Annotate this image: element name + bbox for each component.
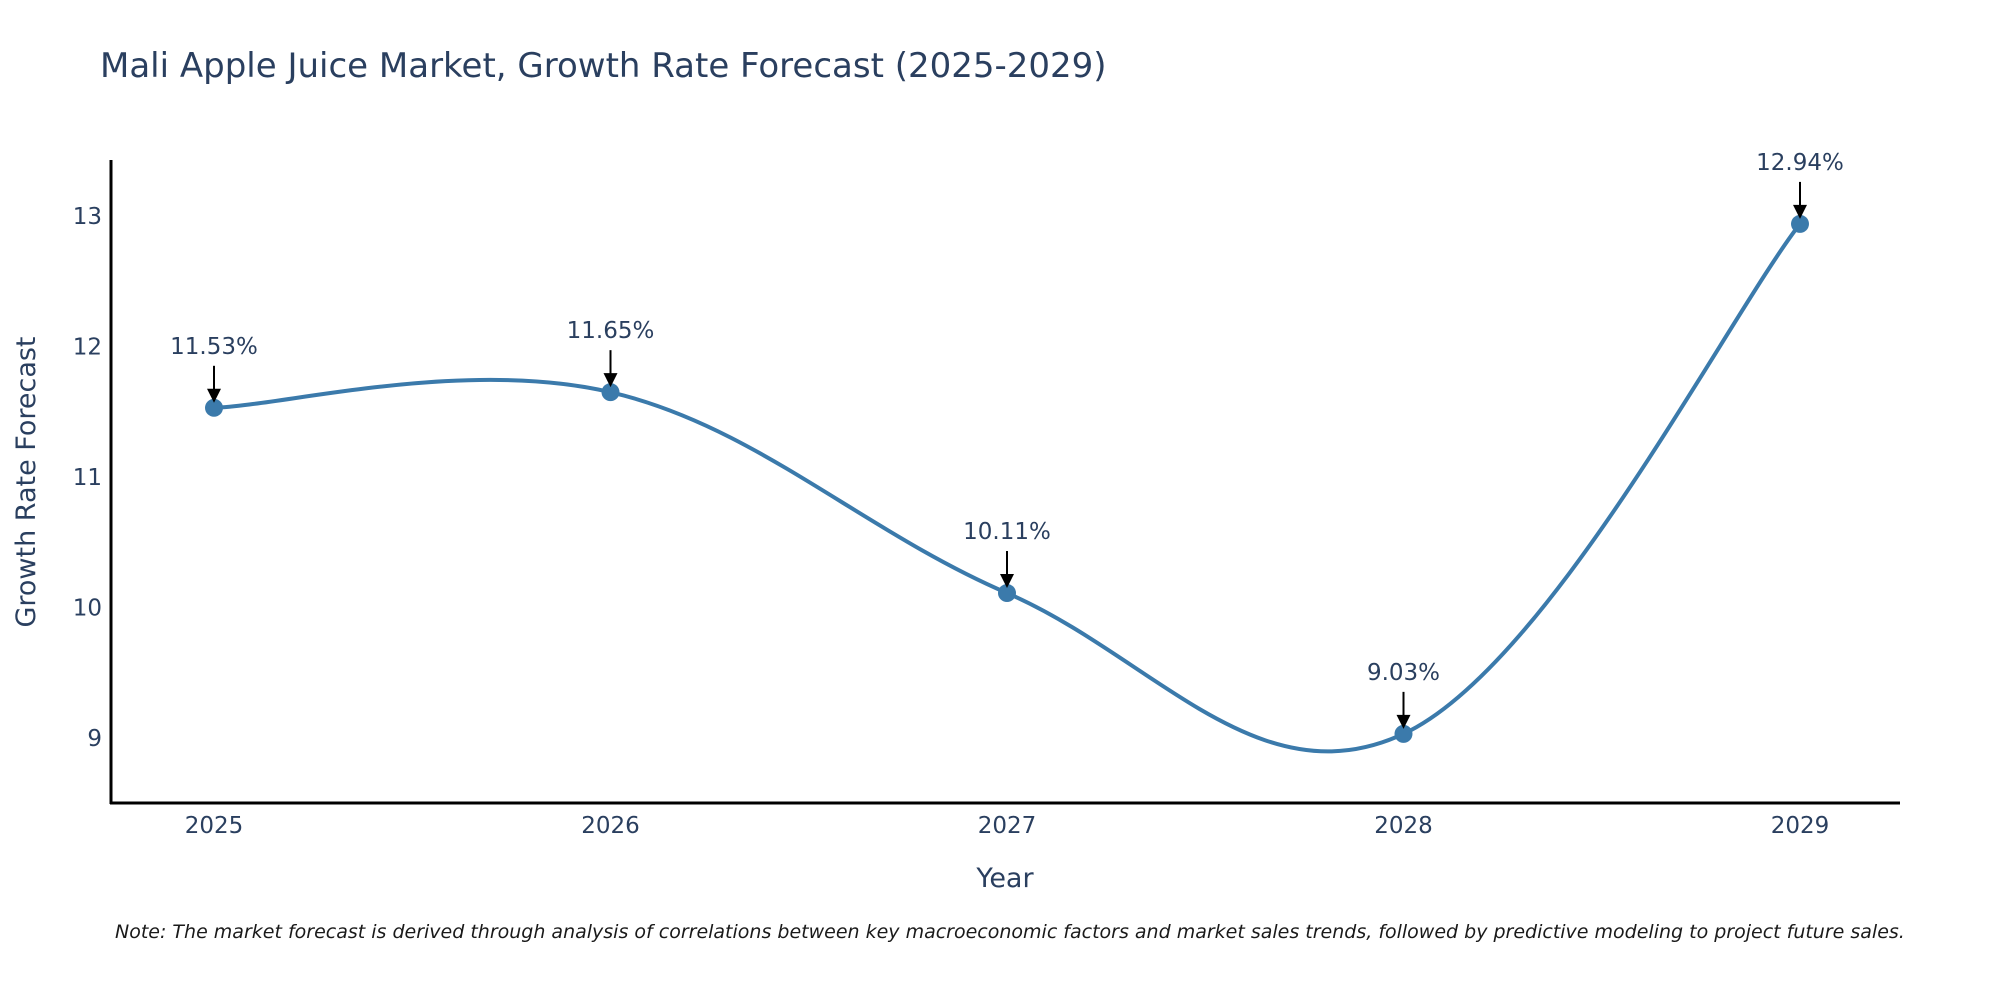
x-tick-label: 2028 [1374, 813, 1433, 839]
data-point [1394, 724, 1413, 743]
data-labels: 11.53% 11.65% 10.11% 9.03% 12.94% [170, 150, 1844, 729]
data-label-arrowhead [603, 373, 618, 388]
data-point [1791, 214, 1809, 233]
x-tick-label: 2029 [1771, 813, 1830, 839]
axes [109, 160, 1900, 805]
x-tick-label: 2026 [581, 813, 640, 839]
data-label: 12.94% [1756, 150, 1844, 176]
data-label: 11.53% [170, 334, 258, 360]
data-label-arrowhead [207, 388, 221, 403]
data-label: 11.65% [567, 318, 655, 344]
data-label-arrowhead [1793, 204, 1807, 219]
x-tick-label: 2025 [185, 813, 244, 839]
data-point [998, 584, 1016, 603]
chart-title: Mali Apple Juice Market, Growth Rate For… [100, 46, 1107, 86]
x-tick-label: 2027 [978, 813, 1037, 839]
data-point [205, 398, 223, 417]
x-tick-labels: 2025 2026 2027 2028 2029 [185, 813, 1830, 839]
data-label: 9.03% [1367, 660, 1440, 686]
y-tick-label: 9 [87, 726, 102, 752]
y-tick-label: 12 [73, 335, 102, 361]
series-line [213, 222, 1802, 754]
data-point [601, 383, 620, 402]
data-label-arrowhead [1000, 574, 1014, 589]
y-tick-labels: 9 10 11 12 13 [73, 204, 102, 752]
y-tick-label: 11 [73, 465, 102, 491]
data-markers [205, 214, 1809, 743]
y-axis-title: Growth Rate Forecast [11, 336, 42, 627]
chart-note: Note: The market forecast is derived thr… [115, 921, 1905, 943]
data-label: 10.11% [963, 519, 1051, 545]
y-tick-label: 10 [73, 595, 102, 621]
data-label-arrowhead [1396, 714, 1411, 729]
y-tick-label: 13 [73, 204, 102, 230]
x-axis-title: Year [975, 863, 1034, 894]
